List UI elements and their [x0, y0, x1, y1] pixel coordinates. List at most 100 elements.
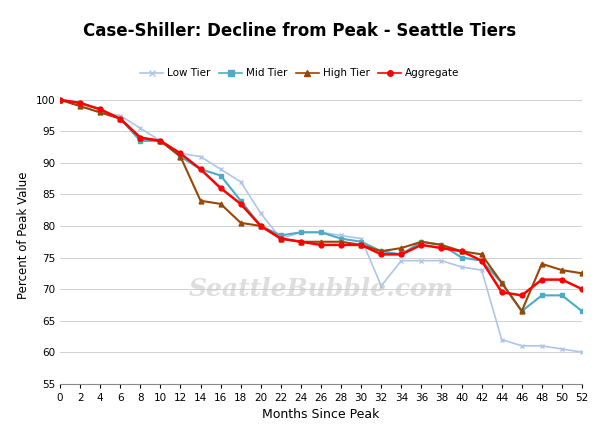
Text: Case-Shiller: Decline from Peak - Seattle Tiers: Case-Shiller: Decline from Peak - Seattl…: [83, 22, 517, 40]
Aggregate: [237, 201, 244, 207]
Text: SeattleBubble.com: SeattleBubble.com: [188, 277, 454, 301]
High Tier: [197, 198, 204, 203]
High Tier: [217, 201, 224, 207]
Low Tier: [237, 179, 244, 184]
Y-axis label: Percent of Peak Value: Percent of Peak Value: [17, 172, 30, 299]
Low Tier: [438, 258, 445, 263]
High Tier: [76, 103, 83, 109]
High Tier: [177, 154, 184, 159]
Aggregate: [438, 245, 445, 251]
Low Tier: [317, 230, 325, 235]
Mid Tier: [518, 309, 526, 314]
Mid Tier: [559, 293, 566, 298]
Mid Tier: [76, 100, 83, 106]
Mid Tier: [277, 233, 284, 238]
Low Tier: [298, 230, 305, 235]
Low Tier: [458, 264, 465, 269]
Mid Tier: [97, 107, 104, 112]
Low Tier: [97, 110, 104, 115]
Low Tier: [578, 350, 586, 355]
High Tier: [56, 97, 64, 102]
Low Tier: [538, 343, 545, 348]
Mid Tier: [177, 154, 184, 159]
Aggregate: [317, 242, 325, 248]
High Tier: [237, 220, 244, 225]
Mid Tier: [478, 258, 485, 263]
Low Tier: [377, 283, 385, 289]
Mid Tier: [438, 242, 445, 248]
Low Tier: [418, 258, 425, 263]
Low Tier: [518, 343, 526, 348]
High Tier: [137, 135, 144, 140]
Aggregate: [298, 239, 305, 244]
High Tier: [298, 239, 305, 244]
Aggregate: [578, 286, 586, 292]
Mid Tier: [538, 293, 545, 298]
Low Tier: [76, 103, 83, 109]
Mid Tier: [197, 167, 204, 172]
Mid Tier: [418, 239, 425, 244]
Aggregate: [418, 242, 425, 248]
Mid Tier: [257, 223, 265, 228]
Aggregate: [157, 138, 164, 143]
High Tier: [398, 245, 405, 251]
Aggregate: [538, 277, 545, 282]
Aggregate: [377, 252, 385, 257]
Line: Aggregate: Aggregate: [58, 97, 584, 298]
Mid Tier: [56, 97, 64, 102]
Mid Tier: [237, 198, 244, 203]
Mid Tier: [458, 255, 465, 260]
Mid Tier: [157, 138, 164, 143]
Aggregate: [277, 236, 284, 241]
Mid Tier: [217, 173, 224, 178]
Aggregate: [116, 116, 124, 121]
Low Tier: [498, 337, 505, 342]
Mid Tier: [498, 280, 505, 286]
High Tier: [418, 239, 425, 244]
High Tier: [317, 239, 325, 244]
Aggregate: [498, 290, 505, 295]
Mid Tier: [298, 230, 305, 235]
Aggregate: [257, 223, 265, 228]
High Tier: [559, 268, 566, 273]
High Tier: [478, 252, 485, 257]
Low Tier: [277, 236, 284, 241]
Mid Tier: [337, 236, 344, 241]
Aggregate: [398, 252, 405, 257]
High Tier: [377, 249, 385, 254]
Line: High Tier: High Tier: [58, 97, 584, 313]
Low Tier: [337, 233, 344, 238]
Low Tier: [177, 151, 184, 156]
Low Tier: [217, 167, 224, 172]
High Tier: [458, 249, 465, 254]
High Tier: [498, 280, 505, 286]
Mid Tier: [317, 230, 325, 235]
High Tier: [116, 116, 124, 121]
High Tier: [578, 271, 586, 276]
Aggregate: [478, 258, 485, 263]
X-axis label: Months Since Peak: Months Since Peak: [262, 408, 380, 421]
High Tier: [358, 242, 365, 248]
High Tier: [518, 309, 526, 314]
Aggregate: [518, 293, 526, 298]
Line: Mid Tier: Mid Tier: [58, 97, 584, 313]
Low Tier: [358, 236, 365, 241]
Mid Tier: [578, 309, 586, 314]
Aggregate: [337, 242, 344, 248]
Aggregate: [137, 135, 144, 140]
Low Tier: [137, 126, 144, 131]
High Tier: [438, 242, 445, 248]
Low Tier: [478, 268, 485, 273]
Low Tier: [398, 258, 405, 263]
Aggregate: [458, 249, 465, 254]
Aggregate: [56, 97, 64, 102]
Mid Tier: [137, 138, 144, 143]
Aggregate: [559, 277, 566, 282]
Low Tier: [116, 113, 124, 118]
Low Tier: [197, 154, 204, 159]
High Tier: [337, 239, 344, 244]
Aggregate: [358, 242, 365, 248]
Low Tier: [56, 97, 64, 102]
Mid Tier: [398, 252, 405, 257]
Low Tier: [257, 211, 265, 216]
